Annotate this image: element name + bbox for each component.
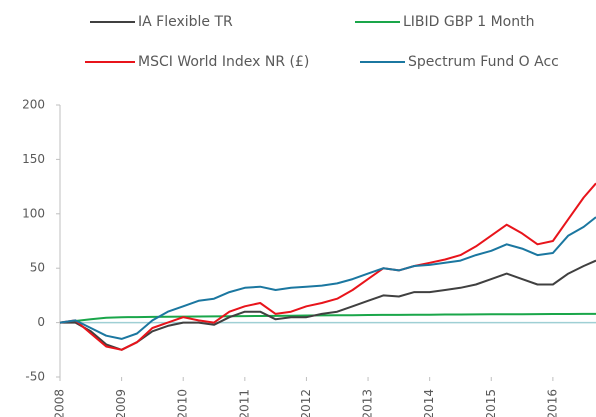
x-tick-label: 2016 — [545, 389, 559, 417]
y-tick-label: -50 — [25, 370, 45, 384]
legend-label: LIBID GBP 1 Month — [403, 14, 534, 30]
x-tick-label: 2012 — [299, 389, 313, 417]
x-tick-label: 2011 — [237, 389, 251, 417]
y-tick-label: 0 — [37, 315, 45, 329]
x-tick-label: 2015 — [484, 389, 498, 417]
y-tick-label: 150 — [22, 152, 45, 166]
x-tick-label: 2008 — [53, 389, 67, 417]
y-tick-label: 100 — [22, 206, 45, 220]
legend-label: MSCI World Index NR (£) — [138, 54, 309, 70]
x-tick-label: 2009 — [114, 389, 128, 417]
x-tick-label: 2014 — [422, 389, 436, 417]
legend-label: Spectrum Fund O Acc — [408, 54, 559, 70]
y-tick-label: 50 — [30, 261, 45, 275]
legend-label: IA Flexible TR — [138, 14, 233, 30]
y-tick-label: 200 — [22, 98, 45, 112]
x-tick-label: 2013 — [361, 389, 375, 417]
series-line — [59, 182, 596, 351]
series-line — [60, 259, 596, 351]
series-line — [59, 216, 596, 340]
series-line — [59, 312, 596, 324]
x-tick-label: 2010 — [176, 389, 190, 417]
